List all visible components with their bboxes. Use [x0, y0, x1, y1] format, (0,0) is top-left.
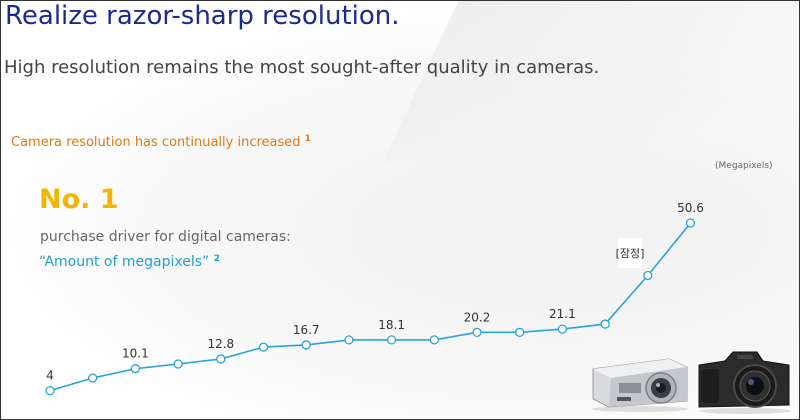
data-label: 4: [46, 369, 54, 383]
data-point: [429, 335, 439, 345]
data-label: 18.1: [378, 318, 405, 332]
data-label: 10.1: [122, 347, 149, 361]
annotation-box: [618, 238, 642, 268]
data-point: [386, 335, 397, 345]
rank-highlight: No. 1: [39, 184, 119, 215]
data-point: [301, 340, 311, 350]
data-point: [258, 342, 269, 352]
data-point: [685, 218, 696, 228]
data-point: [88, 373, 98, 383]
page-title: Realize razor-sharp resolution.: [5, 1, 400, 31]
data-point: [216, 354, 226, 364]
chart-caption-text: Camera resolution has continually increa…: [11, 135, 301, 150]
data-point: [515, 327, 525, 337]
chart-annotation: [잠정]: [616, 238, 645, 268]
data-point: [130, 364, 141, 374]
data-point: [643, 270, 653, 281]
page-subtitle: High resolution remains the most sought-…: [4, 57, 600, 78]
dslr-camera-image: [698, 351, 791, 414]
footnote-marker-2: 2: [213, 254, 220, 264]
series-line: [49, 222, 692, 392]
compact-camera-image: [592, 358, 688, 412]
data-label: 20.2: [464, 310, 491, 324]
annotation-text: [잠정]: [616, 247, 645, 260]
unit-label: (Megapixels): [715, 161, 773, 171]
purchase-driver-text: purchase driver for digital cameras:: [40, 229, 291, 245]
chart-caption: Camera resolution has continually increa…: [11, 134, 311, 150]
data-point: [45, 385, 55, 396]
data-point: [344, 335, 354, 345]
megapixels-quote-text: “Amount of megapixels”: [39, 254, 210, 270]
data-label: 50.6: [677, 201, 704, 215]
footnote-marker-1: 1: [304, 134, 311, 144]
data-point: [600, 319, 610, 329]
data-label: 16.7: [293, 323, 320, 337]
data-point: [472, 327, 482, 337]
data-point: [173, 359, 183, 369]
data-label: 12.8: [207, 337, 234, 351]
megapixels-quote: “Amount of megapixels” 2: [39, 254, 220, 270]
data-label: 21.1: [549, 307, 576, 321]
data-point: [557, 324, 568, 334]
